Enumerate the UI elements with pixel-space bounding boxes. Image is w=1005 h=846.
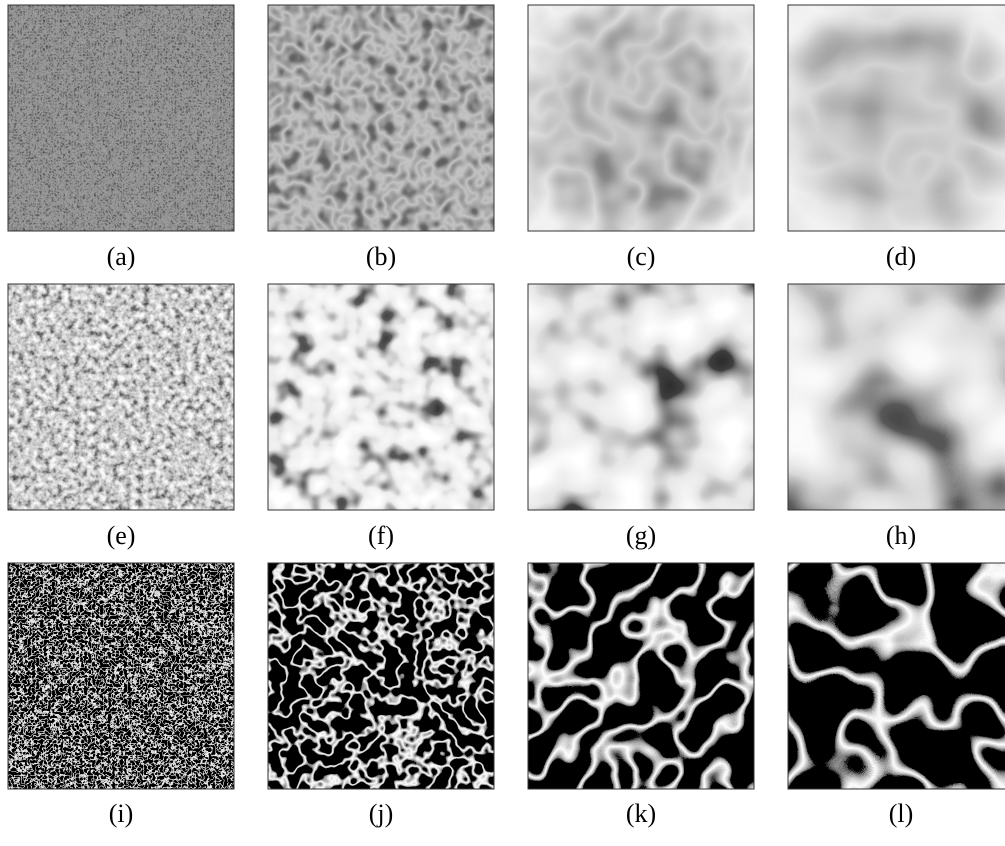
- figure: (a) (b) (c) (d) (e) (f) (g) (h) (i) (j) (k) (l): [0, 0, 1005, 841]
- image-panel: [528, 563, 754, 789]
- image-panel: [788, 284, 1005, 510]
- image-panel: [8, 5, 234, 231]
- panel-caption: (i): [109, 799, 134, 828]
- image-vignette: [528, 5, 754, 231]
- panel-caption: (f): [368, 521, 394, 550]
- image-panel: [788, 563, 1005, 789]
- panel-caption: (g): [626, 521, 656, 550]
- panel-caption: (e): [107, 521, 136, 550]
- panel-caption: (j): [369, 799, 394, 828]
- image-panel: [8, 284, 234, 510]
- panel-caption: (d): [886, 242, 916, 271]
- image-panel: [268, 284, 494, 510]
- panel-caption: (a): [107, 242, 136, 271]
- panel-caption: (c): [627, 242, 656, 271]
- panel-caption: (l): [889, 799, 914, 828]
- image-panel: [8, 563, 234, 789]
- panel-caption: (b): [366, 242, 396, 271]
- image-panel: [268, 5, 494, 231]
- panel-caption: (k): [626, 799, 656, 828]
- image-panel: [268, 563, 494, 789]
- panel-caption: (h): [886, 521, 916, 550]
- image-panel: [528, 284, 754, 510]
- image-vignette: [788, 5, 1005, 231]
